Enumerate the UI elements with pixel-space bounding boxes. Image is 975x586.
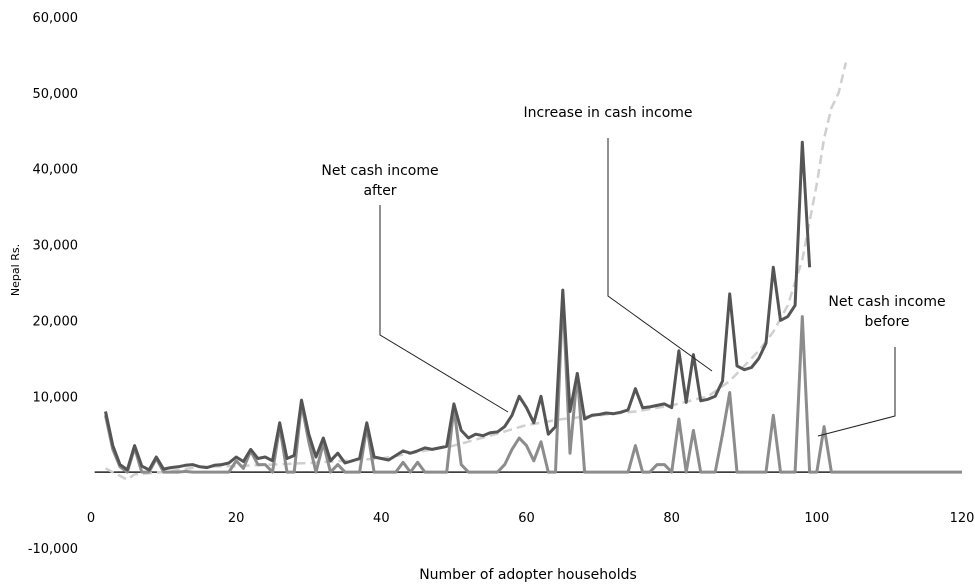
y-axis-ticks: -10,000 10,000 20,000 30,000 40,000 50,000 60,… [28, 11, 78, 557]
y-tick-label: 10,000 [33, 390, 79, 405]
series-lines [106, 63, 963, 480]
annotation-leader [608, 138, 712, 371]
y-tick-label: 60,000 [33, 11, 79, 26]
annotation-leader [818, 347, 895, 436]
y-tick-label: -10,000 [28, 542, 78, 557]
y-tick-label: 50,000 [33, 87, 79, 102]
x-tick-label: 0 [87, 511, 95, 526]
y-tick-label: 40,000 [33, 163, 79, 178]
annotation-text: Net cash income [828, 294, 945, 310]
annotation-text: before [864, 314, 909, 330]
series-line-after [106, 142, 810, 470]
annotations: Net cash income after Increase in cash inc… [321, 105, 945, 330]
x-tick-label: 60 [518, 511, 535, 526]
x-axis-label: Number of adopter households [419, 567, 637, 583]
series-line-increase [106, 63, 846, 480]
x-axis-ticks: 0 20 40 60 80 100 120 [87, 511, 975, 526]
series-line-before [106, 294, 963, 472]
x-tick-label: 20 [228, 511, 245, 526]
annotation-leader [380, 205, 508, 412]
y-tick-label: 20,000 [33, 314, 79, 329]
x-tick-label: 120 [950, 511, 975, 526]
annotation-text: after [363, 183, 396, 199]
x-tick-label: 80 [663, 511, 680, 526]
y-tick-label: 30,000 [33, 239, 79, 254]
annotation-text: Increase in cash income [523, 105, 692, 121]
x-tick-label: 100 [804, 511, 829, 526]
y-axis-label: Nepal Rs. [9, 244, 22, 296]
annotation-text: Net cash income [321, 163, 438, 179]
x-tick-label: 40 [373, 511, 390, 526]
